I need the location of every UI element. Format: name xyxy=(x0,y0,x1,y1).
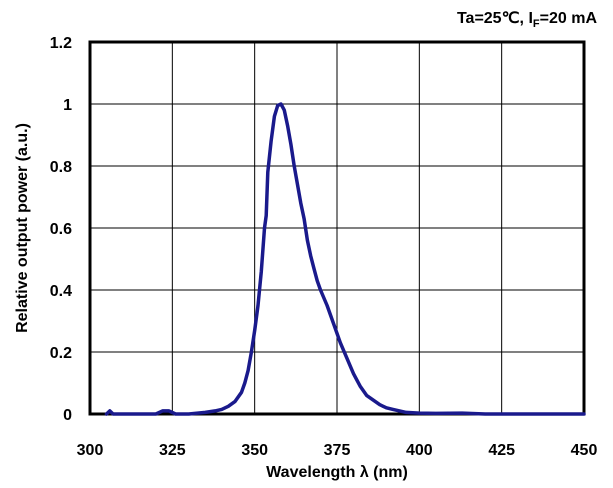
x-axis-title: Wavelength λ (nm) xyxy=(266,464,408,481)
x-tick-label: 400 xyxy=(406,442,433,459)
plot-frame xyxy=(88,40,586,416)
x-tick-label: 450 xyxy=(571,442,598,459)
y-tick-label: 1.2 xyxy=(50,35,72,52)
x-tick-label: 300 xyxy=(77,442,104,459)
x-axis-ticks: 300 325 350 375 400 425 450 xyxy=(77,442,598,459)
y-tick-label: 0 xyxy=(63,407,72,424)
measurement-conditions: Ta=25℃, IF=20 mA xyxy=(457,10,597,30)
grid-lines xyxy=(90,42,584,414)
x-tick-label: 425 xyxy=(488,442,515,459)
conditions-rest: =20 mA xyxy=(540,10,598,27)
y-axis-title: Relative output power (a.u.) xyxy=(14,123,31,333)
conditions-text: Ta=25℃, I xyxy=(457,10,533,27)
conditions-subscript: F xyxy=(533,18,540,30)
x-tick-label: 375 xyxy=(324,442,351,459)
y-tick-label: 0.6 xyxy=(50,221,72,238)
y-axis-ticks: 0 0.2 0.4 0.6 0.8 1 1.2 xyxy=(50,35,72,424)
y-tick-label: 0.2 xyxy=(50,345,72,362)
y-tick-label: 1 xyxy=(63,97,72,114)
spectrum-series-line xyxy=(104,102,586,416)
y-tick-label: 0.4 xyxy=(50,283,72,300)
x-tick-label: 350 xyxy=(241,442,268,459)
y-tick-label: 0.8 xyxy=(50,159,72,176)
x-tick-label: 325 xyxy=(159,442,186,459)
